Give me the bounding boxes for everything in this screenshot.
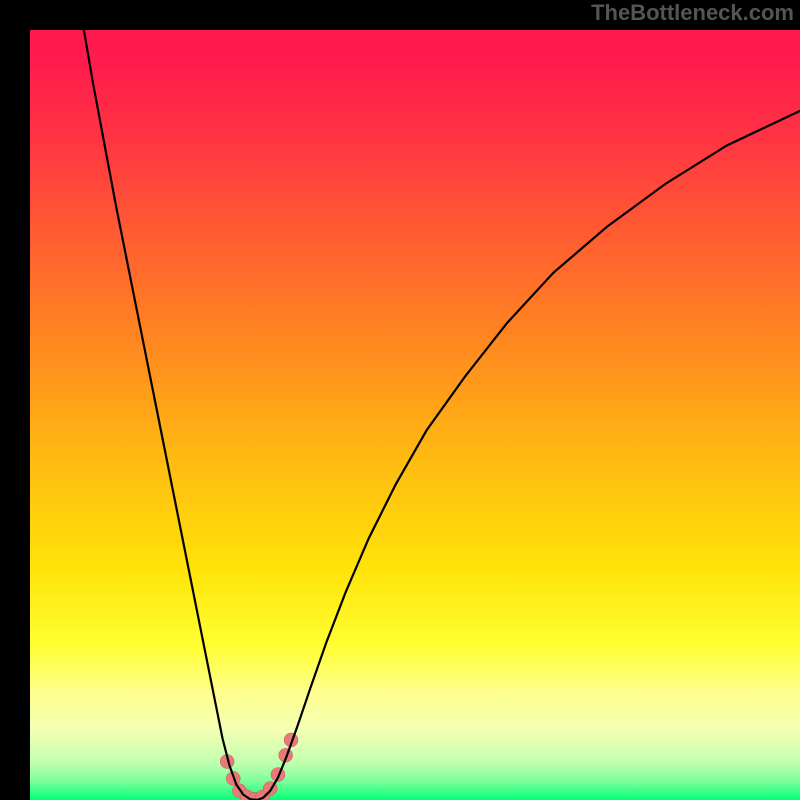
plot-frame <box>30 30 800 800</box>
watermark-text: TheBottleneck.com <box>591 0 794 26</box>
curve-right <box>257 111 800 800</box>
curve-left <box>84 30 257 800</box>
marker-group <box>220 733 298 800</box>
curve-layer <box>30 30 800 800</box>
